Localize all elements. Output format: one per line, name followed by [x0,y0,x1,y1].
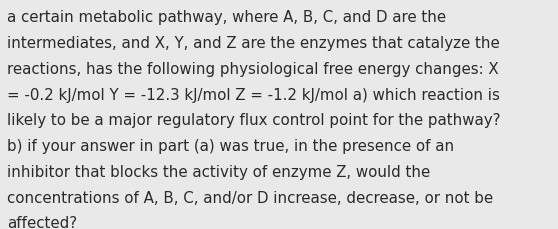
Text: affected?: affected? [7,215,78,229]
Text: intermediates, and X, Y, and Z are the enzymes that catalyze the: intermediates, and X, Y, and Z are the e… [7,36,500,51]
Text: b) if your answer in part (a) was true, in the presence of an: b) if your answer in part (a) was true, … [7,139,454,153]
Text: reactions, has the following physiological free energy changes: X: reactions, has the following physiologic… [7,62,499,76]
Text: concentrations of A, B, C, and/or D increase, decrease, or not be: concentrations of A, B, C, and/or D incr… [7,190,493,205]
Text: likely to be a major regulatory flux control point for the pathway?: likely to be a major regulatory flux con… [7,113,501,128]
Text: inhibitor that blocks the activity of enzyme Z, would the: inhibitor that blocks the activity of en… [7,164,431,179]
Text: = -0.2 kJ/mol Y = -12.3 kJ/mol Z = -1.2 kJ/mol a) which reaction is: = -0.2 kJ/mol Y = -12.3 kJ/mol Z = -1.2 … [7,87,500,102]
Text: a certain metabolic pathway, where A, B, C, and D are the: a certain metabolic pathway, where A, B,… [7,10,446,25]
